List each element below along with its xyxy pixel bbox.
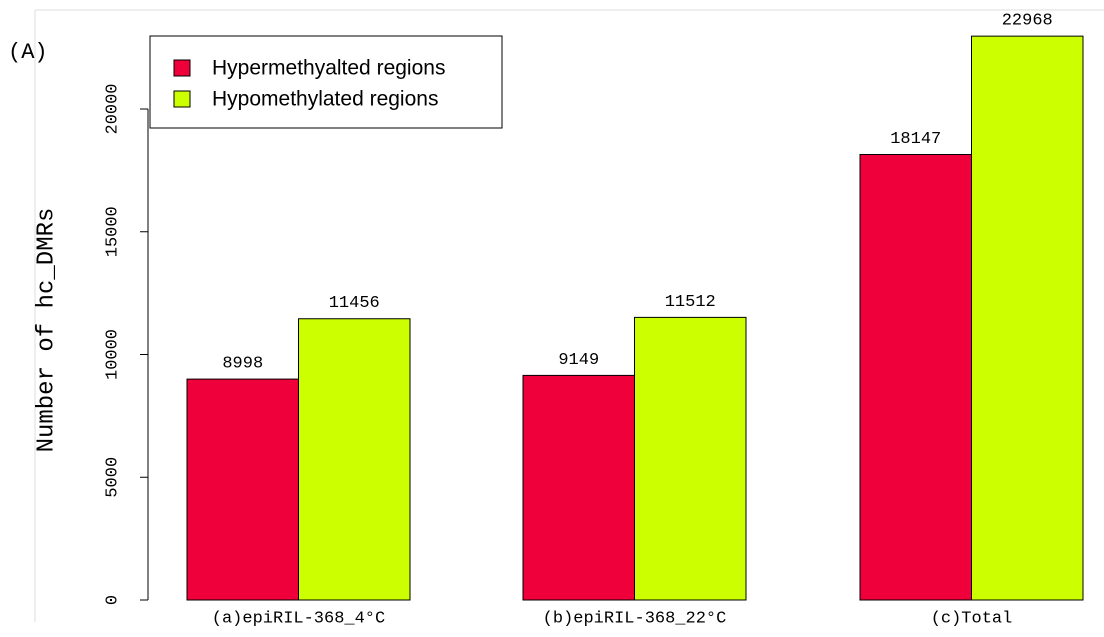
value-label: 11456 [329,294,380,313]
y-tick-label: 20000 [103,83,122,134]
panel-label: (A) [8,40,48,65]
legend-label: Hypomethylated regions [212,88,438,111]
y-tick-label: 15000 [103,206,122,257]
bar [186,378,299,601]
x-tick-label: (c)Total [931,609,1013,628]
value-label: 8998 [222,355,263,374]
y-tick-label: 5000 [103,457,122,498]
bar [298,318,411,601]
y-axis-label: Number of hc_DMRs [33,208,60,453]
legend-swatch [173,59,191,77]
bar [859,153,972,601]
legend-label: Hypermethyalted regions [212,57,445,80]
bar [634,316,747,601]
value-label: 9149 [558,351,599,370]
bar [971,35,1084,601]
legend-box [149,35,503,129]
x-tick-label: (b)epiRIL-368_22°C [543,609,727,628]
y-tick-label: 0 [103,595,122,605]
legend-swatch [173,90,191,108]
bar [522,374,635,601]
x-tick-label: (a)epiRIL-368_4°C [212,609,385,628]
value-label: 11512 [665,293,716,312]
value-label: 18147 [890,130,941,149]
y-tick-label: 10000 [103,329,122,380]
value-label: 22968 [1002,12,1053,31]
